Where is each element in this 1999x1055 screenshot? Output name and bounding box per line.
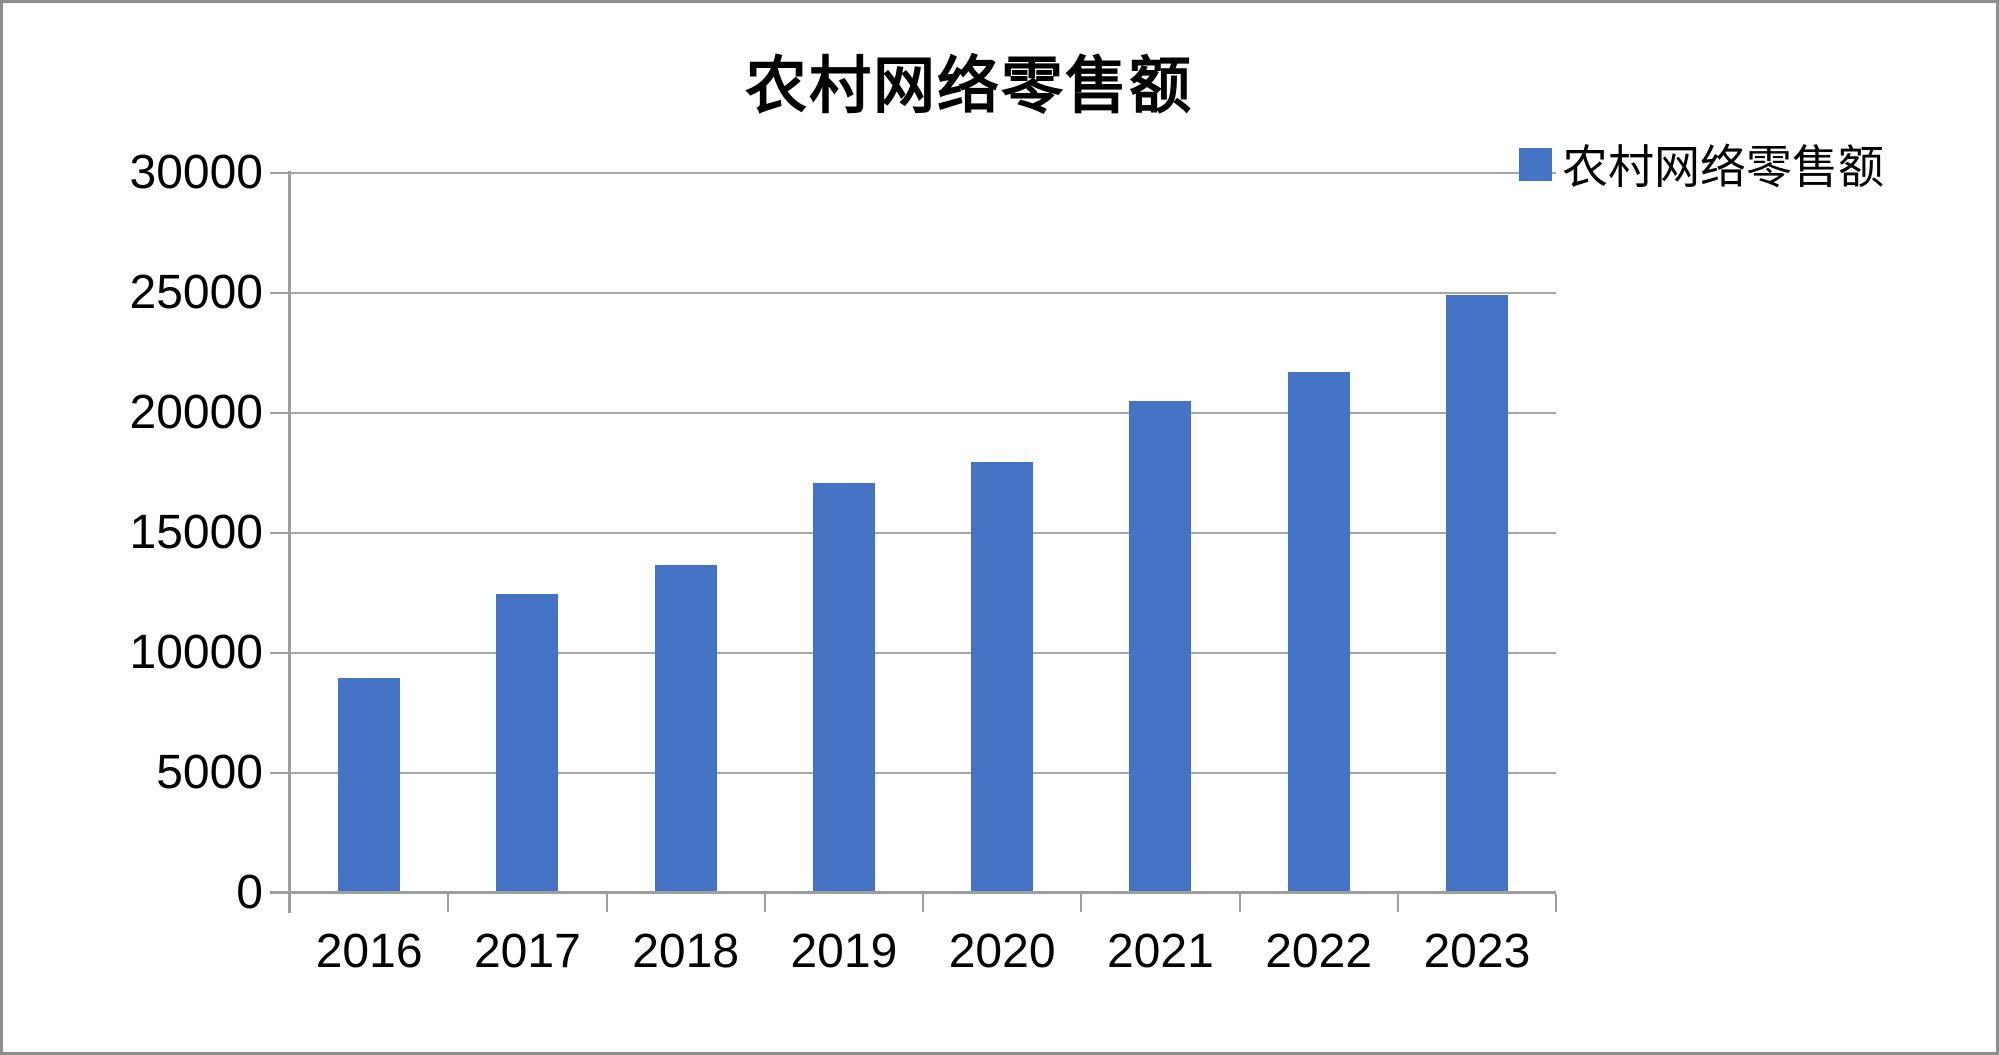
y-axis-line — [288, 171, 291, 913]
x-tick-2 — [605, 894, 608, 912]
x-tick-8 — [1555, 894, 1557, 912]
plot-area — [290, 172, 1556, 893]
x-axis-label-2018: 2018 — [632, 925, 740, 978]
gridline-10000 — [290, 652, 1556, 654]
x-axis-label-2021: 2021 — [1106, 925, 1214, 978]
x-tick-6 — [1238, 894, 1241, 912]
gridline-30000 — [290, 172, 1556, 174]
y-tick-10000 — [270, 652, 290, 654]
gridline-25000 — [290, 292, 1556, 294]
bar-2022 — [1287, 372, 1350, 893]
x-tick-3 — [763, 894, 766, 912]
bar-2019 — [812, 483, 875, 893]
y-axis-label-20000: 20000 — [129, 386, 263, 439]
y-tick-15000 — [270, 532, 290, 534]
y-tick-25000 — [270, 292, 290, 294]
chart-title: 农村网络零售额 — [744, 52, 1193, 121]
bar-2016 — [338, 678, 401, 893]
y-axis-label-15000: 15000 — [129, 506, 263, 559]
x-axis-label-2017: 2017 — [473, 925, 581, 978]
x-tick-7 — [1396, 894, 1399, 912]
legend-swatch-icon — [1519, 147, 1552, 181]
y-tick-0 — [270, 892, 290, 894]
x-axis-label-2020: 2020 — [948, 925, 1056, 978]
x-axis-label-2023: 2023 — [1423, 925, 1531, 978]
bar-2018 — [654, 564, 717, 893]
y-tick-20000 — [270, 412, 290, 414]
y-axis-label-0: 0 — [236, 866, 263, 919]
legend-label: 农村网络零售额 — [1562, 141, 1884, 193]
x-axis-line — [270, 891, 1556, 894]
y-axis-label-25000: 25000 — [129, 266, 263, 319]
bar-2020 — [971, 462, 1034, 893]
legend: 农村网络零售额 — [1519, 131, 1884, 197]
bar-2023 — [1445, 295, 1508, 893]
x-axis-label-2019: 2019 — [790, 925, 898, 978]
bar-2021 — [1129, 401, 1192, 893]
x-tick-5 — [1080, 894, 1083, 912]
x-tick-1 — [447, 894, 450, 912]
x-tick-4 — [922, 894, 924, 912]
y-axis-label-30000: 30000 — [129, 146, 263, 199]
y-tick-5000 — [270, 772, 290, 774]
gridline-5000 — [290, 772, 1556, 774]
y-axis-label-10000: 10000 — [129, 626, 263, 679]
x-axis-label-2016: 2016 — [315, 925, 423, 978]
gridline-15000 — [290, 532, 1556, 534]
gridline-20000 — [290, 412, 1556, 414]
y-axis-label-5000: 5000 — [156, 746, 263, 799]
bar-2017 — [496, 594, 559, 893]
x-tick-0 — [289, 894, 291, 912]
y-tick-30000 — [270, 172, 290, 174]
x-axis-label-2022: 2022 — [1265, 925, 1373, 978]
